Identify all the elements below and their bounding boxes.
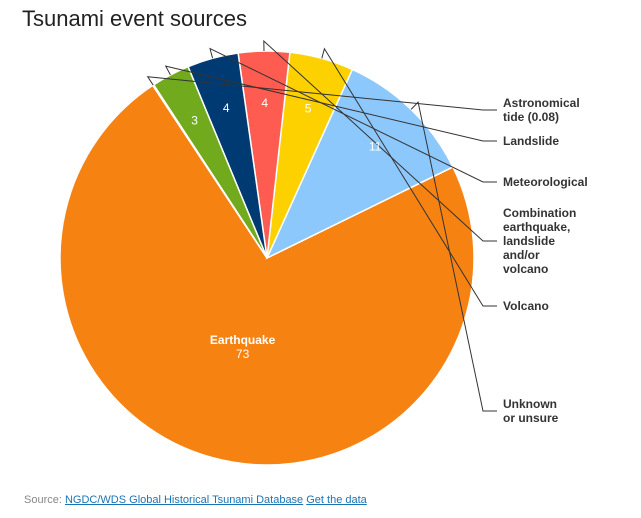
slice-value-label: 11 [369,140,382,154]
leader-line [410,101,497,412]
slice-label: Astronomical [503,96,580,110]
slice-label: and/or [503,248,540,262]
slice-value-label: 3 [191,114,198,128]
slice-label: or unsure [503,411,559,425]
slice-label: landslide [503,234,555,248]
slice-value-label: 4 [223,101,230,115]
leader-line [209,47,497,183]
slice-label: Unknown [503,397,557,411]
slice-label: Earthquake [210,333,276,347]
slice-value-label: 4 [261,96,268,110]
slice-label: Volcano [503,299,549,313]
slice-label: Landslide [503,134,559,148]
slice-value-label: 73 [236,347,250,361]
leader-line [146,76,497,111]
slice-value-label: 5 [305,101,312,115]
leader-line [321,47,497,307]
slice-label: volcano [503,262,548,276]
pie-slice [59,84,475,466]
leader-line [263,39,497,242]
slice-label: tide (0.08) [503,110,559,124]
get-data-link[interactable]: Get the data [306,494,367,506]
slice-label: Meteorological [503,175,588,189]
source-note: Source: NGDC/WDS Global Historical Tsuna… [24,494,367,506]
slice-label: earthquake, [503,220,570,234]
chart-title: Tsunami event sources [22,6,247,31]
source-prefix: Source: [24,494,65,506]
slice-label: Combination [503,206,576,220]
database-link[interactable]: NGDC/WDS Global Historical Tsunami Datab… [64,494,304,506]
leader-line [164,65,497,142]
